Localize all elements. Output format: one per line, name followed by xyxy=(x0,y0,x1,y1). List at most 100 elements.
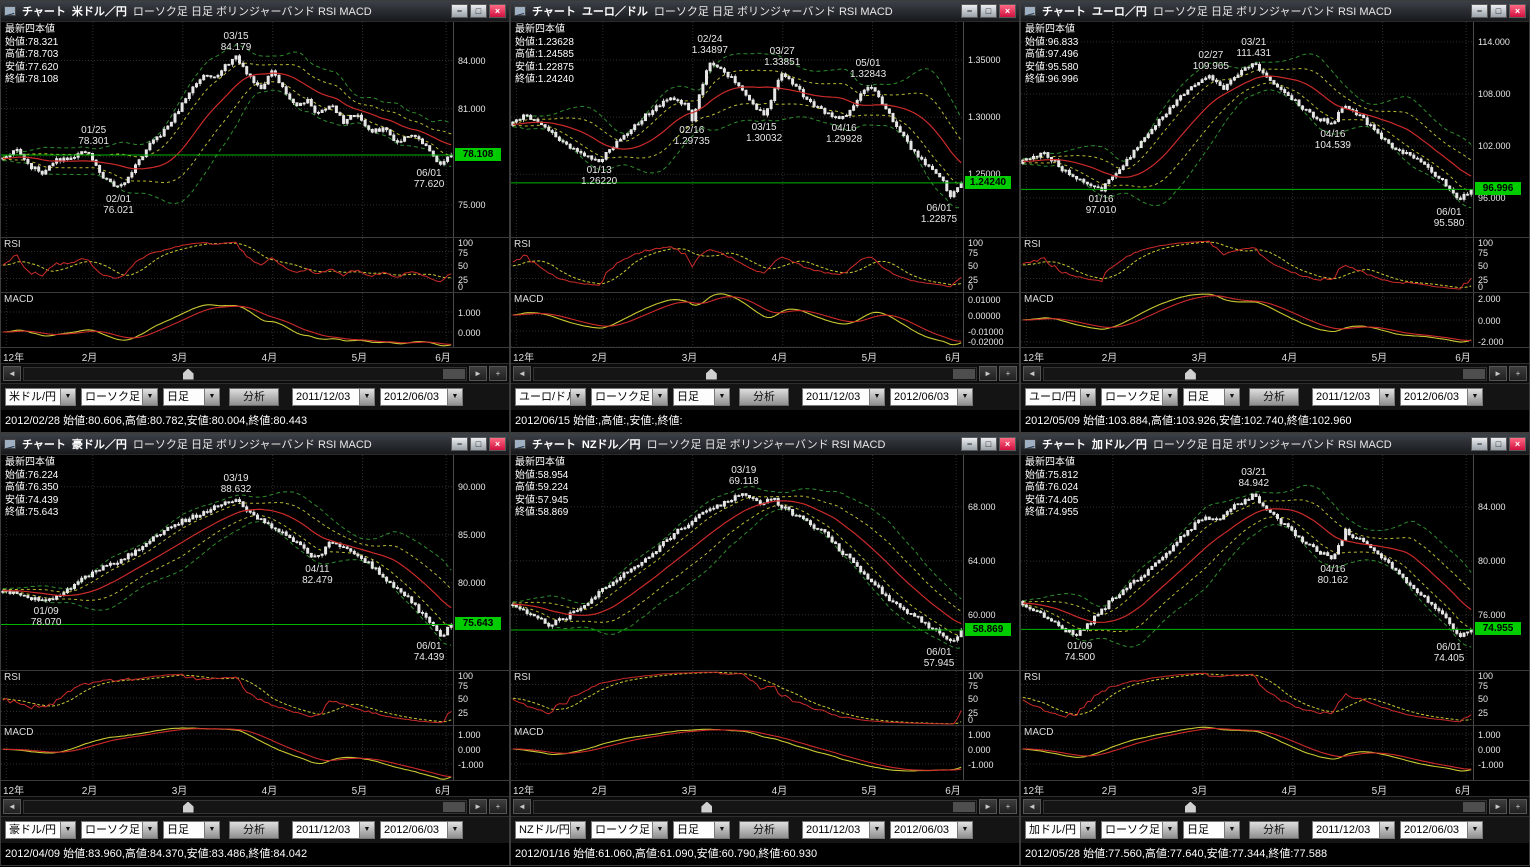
scroll-left-button[interactable]: ◄ xyxy=(3,366,21,381)
period-arrow-icon[interactable]: ▼ xyxy=(715,388,730,406)
chart-type-arrow-icon[interactable]: ▼ xyxy=(143,388,158,406)
scrollbar-track[interactable] xyxy=(533,799,977,814)
chart-type-select[interactable]: ローソク足 ▼ xyxy=(1101,821,1178,839)
date-to-input[interactable]: 2012/06/03 ▼ xyxy=(1400,821,1483,839)
date-to-arrow-icon[interactable]: ▼ xyxy=(1468,388,1483,406)
pair-select-arrow-icon[interactable]: ▼ xyxy=(1081,388,1096,406)
period-select[interactable]: 日足 ▼ xyxy=(163,388,220,406)
analyze-button[interactable]: 分析 xyxy=(1249,388,1299,406)
date-to-arrow-icon[interactable]: ▼ xyxy=(1468,821,1483,839)
close-button[interactable]: × xyxy=(489,437,506,451)
date-from-arrow-icon[interactable]: ▼ xyxy=(1380,388,1395,406)
maximize-button[interactable]: □ xyxy=(980,437,997,451)
chart-type-select[interactable]: ローソク足 ▼ xyxy=(81,388,158,406)
zoom-in-button[interactable]: + xyxy=(999,799,1017,814)
price-plot[interactable]: 最新四本値 始値:58.954 高値:59.224 安値:57.945 終値:5… xyxy=(511,455,963,670)
scroll-right-button[interactable]: ► xyxy=(469,366,487,381)
scroll-right-button[interactable]: ► xyxy=(1489,799,1507,814)
scrollbar-thumb[interactable] xyxy=(705,368,717,380)
maximize-button[interactable]: □ xyxy=(1490,4,1507,18)
pair-select-arrow-icon[interactable]: ▼ xyxy=(1081,821,1096,839)
date-to-input[interactable]: 2012/06/03 ▼ xyxy=(380,388,463,406)
scrollbar-thumb[interactable] xyxy=(1184,801,1196,813)
chart-type-select[interactable]: ローソク足 ▼ xyxy=(1101,388,1178,406)
close-button[interactable]: × xyxy=(489,4,506,18)
period-arrow-icon[interactable]: ▼ xyxy=(205,388,220,406)
titlebar[interactable]: チャート NZドル／円 ローソク足 日足 ボリンジャーバンド RSI MACD … xyxy=(511,434,1019,454)
minimize-button[interactable]: − xyxy=(961,437,978,451)
date-from-input[interactable]: 2011/12/03 ▼ xyxy=(802,821,885,839)
maximize-button[interactable]: □ xyxy=(980,4,997,18)
rsi-plot[interactable]: RSI xyxy=(511,238,963,292)
pair-select-arrow-icon[interactable]: ▼ xyxy=(61,388,76,406)
price-plot[interactable]: 最新四本値 始値:1.23628 高値:1.24585 安値:1.22875 終… xyxy=(511,22,963,237)
scroll-left-button[interactable]: ◄ xyxy=(1023,799,1041,814)
date-to-input[interactable]: 2012/06/03 ▼ xyxy=(890,821,973,839)
titlebar[interactable]: チャート 米ドル／円 ローソク足 日足 ボリンジャーバンド RSI MACD −… xyxy=(1,1,509,21)
macd-plot[interactable]: MACD xyxy=(1021,726,1473,780)
zoom-in-button[interactable]: + xyxy=(999,366,1017,381)
period-arrow-icon[interactable]: ▼ xyxy=(205,821,220,839)
pair-select-arrow-icon[interactable]: ▼ xyxy=(571,821,586,839)
rsi-plot[interactable]: RSI xyxy=(1021,238,1473,292)
date-to-arrow-icon[interactable]: ▼ xyxy=(448,821,463,839)
scrollbar-thumb[interactable] xyxy=(1184,368,1196,380)
zoom-in-button[interactable]: + xyxy=(1509,799,1527,814)
price-plot[interactable]: 最新四本値 始値:78.321 高値:78.703 安値:77.620 終値:7… xyxy=(1,22,453,237)
chart-type-arrow-icon[interactable]: ▼ xyxy=(653,821,668,839)
macd-plot[interactable]: MACD xyxy=(1,726,453,780)
chart-type-select[interactable]: ローソク足 ▼ xyxy=(81,821,158,839)
macd-plot[interactable]: MACD xyxy=(1,293,453,347)
date-from-arrow-icon[interactable]: ▼ xyxy=(870,821,885,839)
date-from-input[interactable]: 2011/12/03 ▼ xyxy=(292,821,375,839)
maximize-button[interactable]: □ xyxy=(470,437,487,451)
pair-select[interactable]: 加ドル/円 ▼ xyxy=(1025,821,1096,839)
period-arrow-icon[interactable]: ▼ xyxy=(1225,388,1240,406)
scroll-right-button[interactable]: ► xyxy=(979,366,997,381)
period-arrow-icon[interactable]: ▼ xyxy=(715,821,730,839)
close-button[interactable]: × xyxy=(1509,437,1526,451)
date-from-input[interactable]: 2011/12/03 ▼ xyxy=(1312,388,1395,406)
scrollbar-track[interactable] xyxy=(1043,366,1487,381)
close-button[interactable]: × xyxy=(999,437,1016,451)
date-from-arrow-icon[interactable]: ▼ xyxy=(360,388,375,406)
rsi-plot[interactable]: RSI xyxy=(511,671,963,725)
date-from-arrow-icon[interactable]: ▼ xyxy=(360,821,375,839)
scroll-left-button[interactable]: ◄ xyxy=(1023,366,1041,381)
analyze-button[interactable]: 分析 xyxy=(1249,821,1299,839)
analyze-button[interactable]: 分析 xyxy=(229,388,279,406)
titlebar[interactable]: チャート 加ドル／円 ローソク足 日足 ボリンジャーバンド RSI MACD −… xyxy=(1021,434,1529,454)
period-select[interactable]: 日足 ▼ xyxy=(163,821,220,839)
date-to-arrow-icon[interactable]: ▼ xyxy=(958,388,973,406)
scrollbar-track[interactable] xyxy=(1043,799,1487,814)
chart-type-arrow-icon[interactable]: ▼ xyxy=(653,388,668,406)
scroll-left-button[interactable]: ◄ xyxy=(513,799,531,814)
pair-select[interactable]: 豪ドル/円 ▼ xyxy=(5,821,76,839)
close-button[interactable]: × xyxy=(1509,4,1526,18)
macd-plot[interactable]: MACD xyxy=(511,293,963,347)
scroll-left-button[interactable]: ◄ xyxy=(3,799,21,814)
price-plot[interactable]: 最新四本値 始値:76.224 高値:76.350 安値:74.439 終値:7… xyxy=(1,455,453,670)
scrollbar-thumb[interactable] xyxy=(182,801,194,813)
macd-plot[interactable]: MACD xyxy=(511,726,963,780)
minimize-button[interactable]: − xyxy=(451,4,468,18)
date-from-arrow-icon[interactable]: ▼ xyxy=(1380,821,1395,839)
price-plot[interactable]: 最新四本値 始値:75.812 高値:76.024 安値:74.405 終値:7… xyxy=(1021,455,1473,670)
rsi-plot[interactable]: RSI xyxy=(1,671,453,725)
scroll-right-button[interactable]: ► xyxy=(979,799,997,814)
chart-type-select[interactable]: ローソク足 ▼ xyxy=(591,388,668,406)
date-from-input[interactable]: 2011/12/03 ▼ xyxy=(802,388,885,406)
rsi-plot[interactable]: RSI xyxy=(1,238,453,292)
zoom-in-button[interactable]: + xyxy=(1509,366,1527,381)
pair-select[interactable]: NZドル/円 ▼ xyxy=(515,821,586,839)
scrollbar-track[interactable] xyxy=(533,366,977,381)
macd-plot[interactable]: MACD xyxy=(1021,293,1473,347)
chart-type-arrow-icon[interactable]: ▼ xyxy=(143,821,158,839)
pair-select-arrow-icon[interactable]: ▼ xyxy=(61,821,76,839)
minimize-button[interactable]: − xyxy=(451,437,468,451)
scrollbar-thumb[interactable] xyxy=(701,801,713,813)
titlebar[interactable]: チャート 豪ドル／円 ローソク足 日足 ボリンジャーバンド RSI MACD −… xyxy=(1,434,509,454)
minimize-button[interactable]: − xyxy=(961,4,978,18)
pair-select-arrow-icon[interactable]: ▼ xyxy=(571,388,586,406)
titlebar[interactable]: チャート ユーロ／ドル ローソク足 日足 ボリンジャーバンド RSI MACD … xyxy=(511,1,1019,21)
